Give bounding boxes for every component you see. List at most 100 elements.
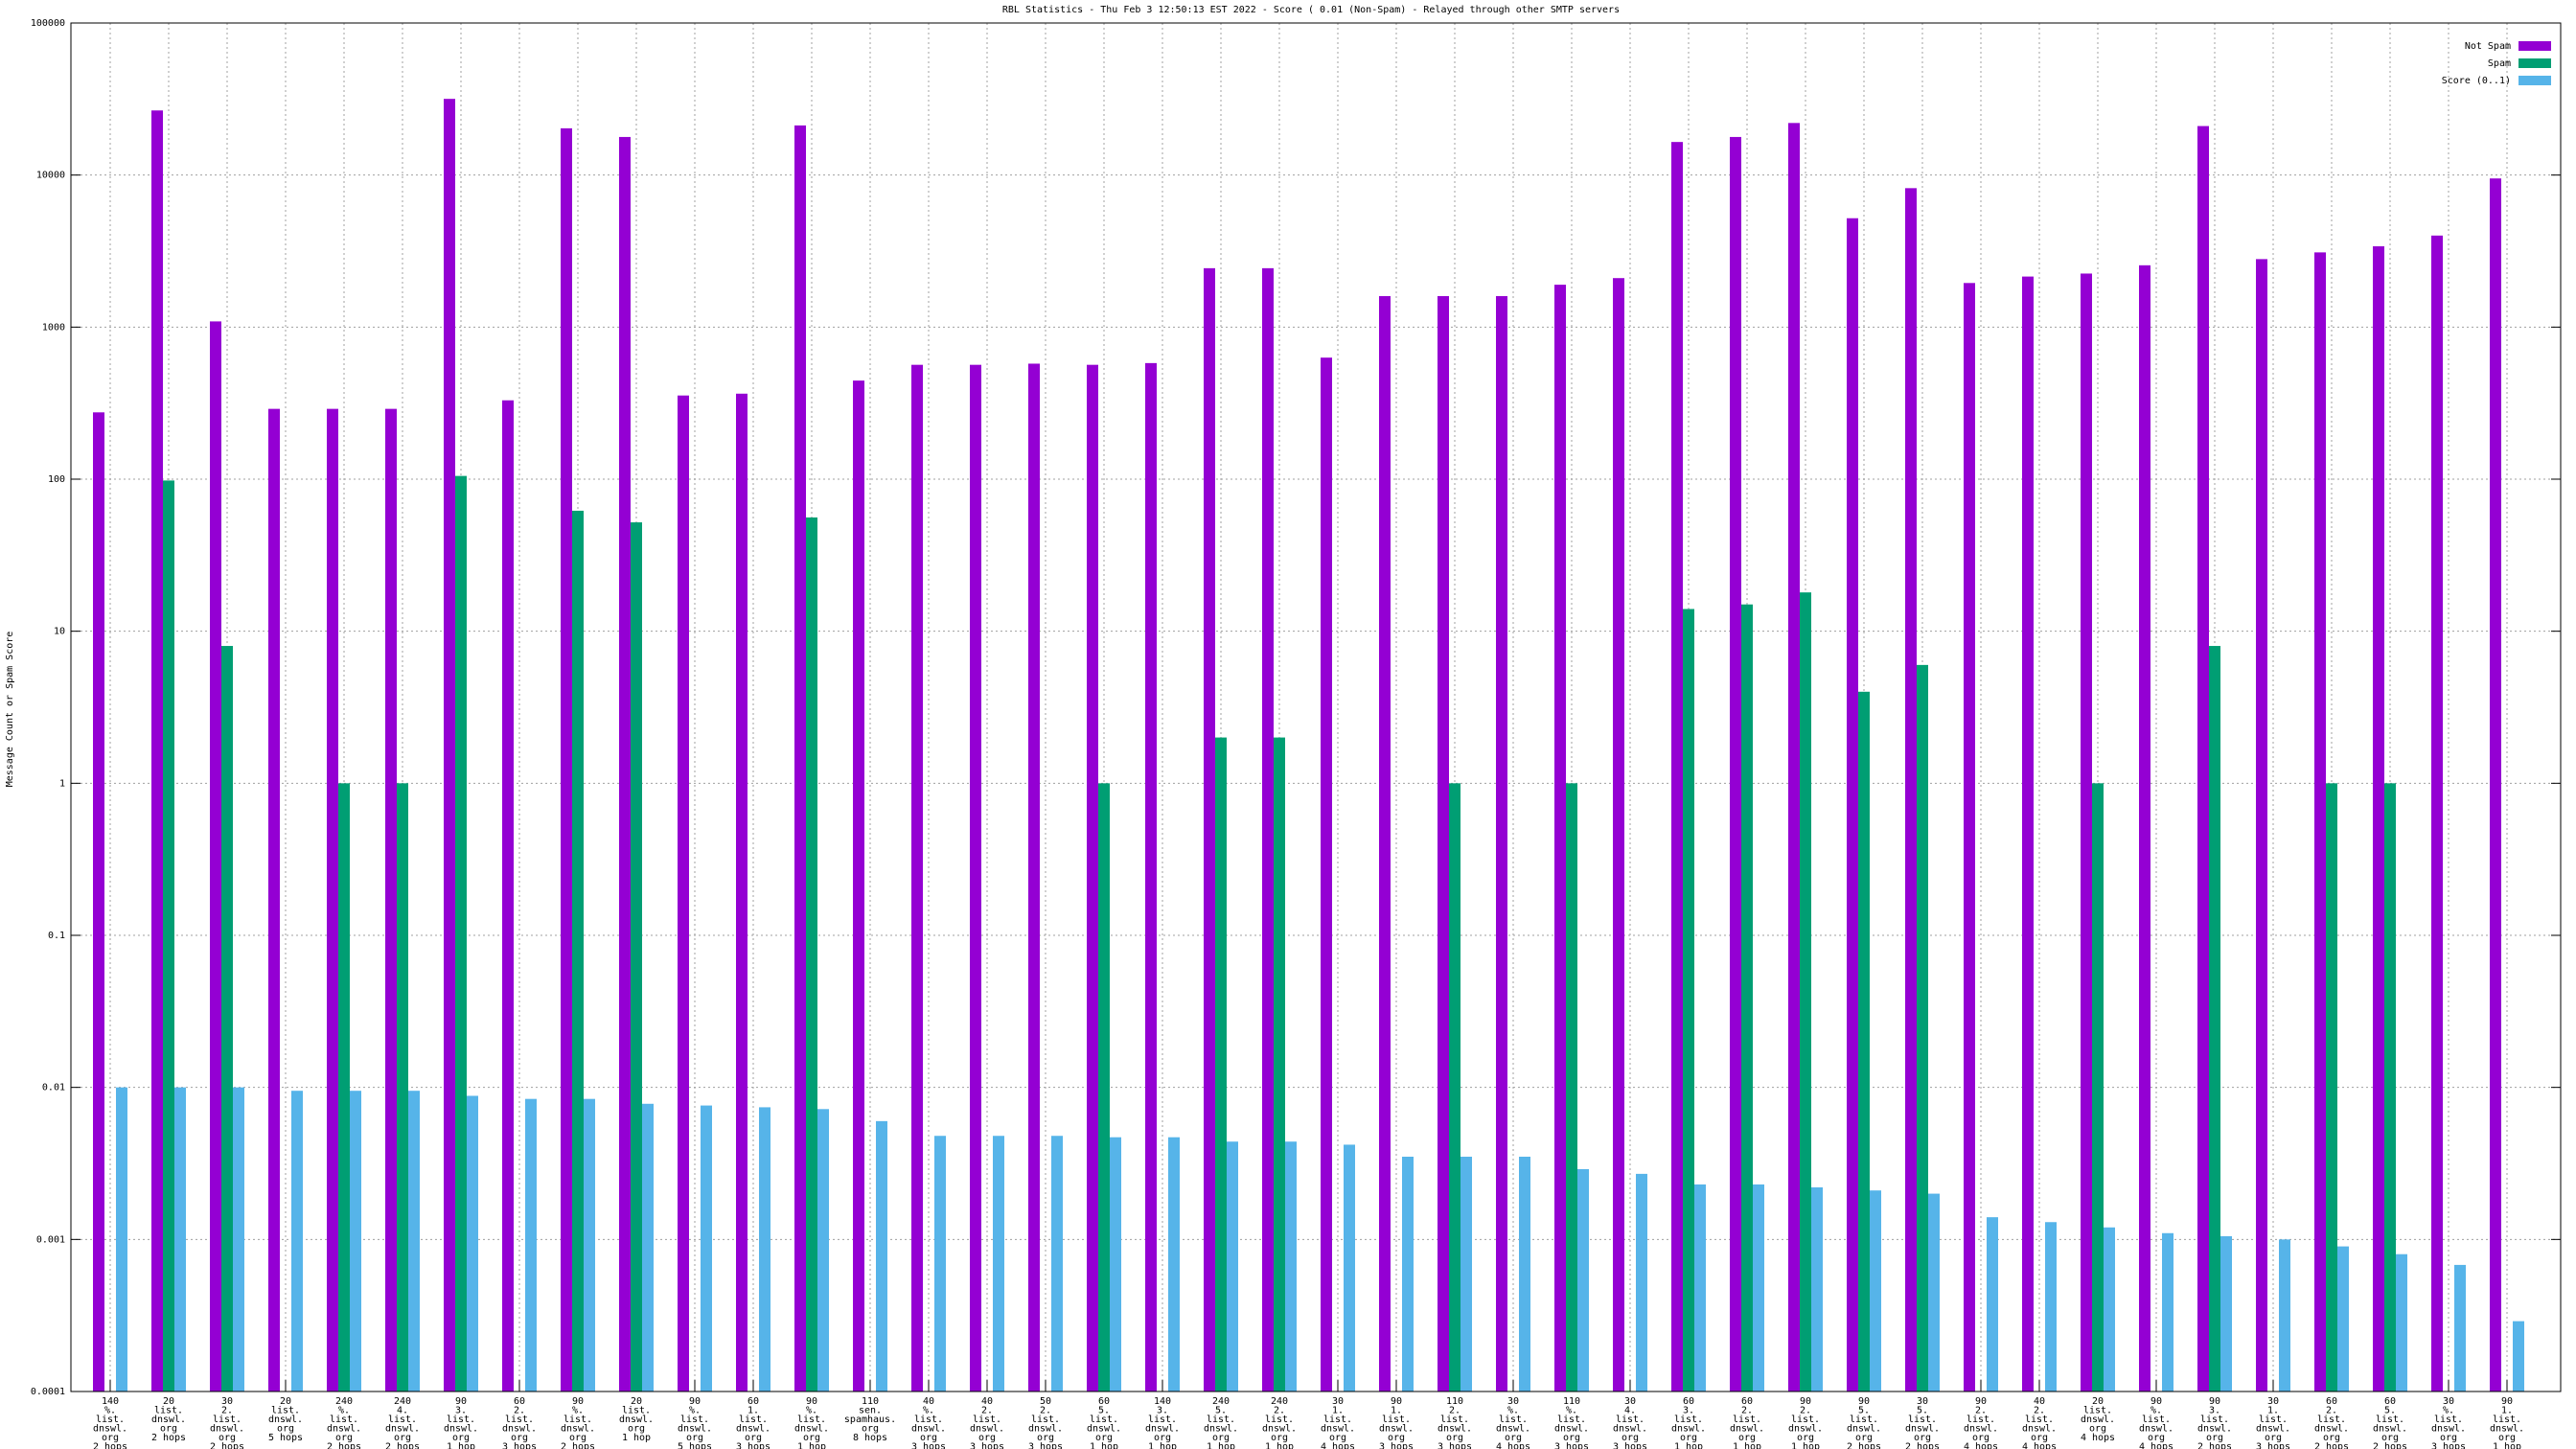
x-tick-label: org (1154, 1433, 1171, 1443)
x-tick-label: org (1271, 1433, 1288, 1443)
x-tick-label: 1 hop (622, 1433, 651, 1443)
x-tick-label: org (1446, 1433, 1463, 1443)
x-tick-label: org (160, 1424, 177, 1435)
bar (1636, 1173, 1647, 1392)
bar (2256, 259, 2267, 1392)
bar (1577, 1168, 1589, 1392)
x-tick-label: dnswl. (1613, 1424, 1647, 1435)
x-tick-label: dnswl. (210, 1424, 244, 1435)
x-tick-label: 5. (2384, 1406, 2396, 1416)
x-tick-label: dnswl. (268, 1414, 303, 1425)
x-tick-label: list. (797, 1414, 826, 1425)
legend-swatch (2518, 58, 2551, 68)
bar (2490, 178, 2501, 1392)
x-tick-label: list. (1090, 1414, 1118, 1425)
x-tick-label: 20 (631, 1396, 642, 1407)
x-tick-label: org (218, 1433, 236, 1443)
x-tick-label: dnswl. (151, 1414, 186, 1425)
x-tick-label: 1 hop (447, 1442, 475, 1449)
x-tick-label: list. (914, 1414, 943, 1425)
x-tick-label: 3 hops (2256, 1442, 2290, 1449)
x-tick-label: list. (2259, 1414, 2288, 1425)
x-tick-label: 90 (455, 1396, 467, 1407)
x-tick-label: %. (1507, 1406, 1519, 1416)
x-tick-label: 3 hops (1613, 1442, 1647, 1449)
x-tick-label: 20 (163, 1396, 174, 1407)
x-tick-label: list. (1382, 1414, 1411, 1425)
bar (1519, 1157, 1530, 1392)
bar (268, 408, 280, 1392)
x-tick-label: list. (447, 1414, 475, 1425)
x-tick-label: 110 (862, 1396, 879, 1407)
x-tick-label: list. (154, 1406, 183, 1416)
x-tick-label: %. (572, 1406, 584, 1416)
x-tick-label: 90 (572, 1396, 584, 1407)
x-tick-label: dnswl. (444, 1424, 478, 1435)
bar (1321, 357, 1332, 1392)
y-tick-label: 10 (54, 627, 65, 637)
x-tick-label: 50 (1040, 1396, 1051, 1407)
x-tick-label: org (452, 1433, 470, 1443)
bar (2396, 1254, 2407, 1392)
x-tick-label: list. (1265, 1414, 1294, 1425)
y-tick-label: 0.1 (48, 931, 65, 941)
x-tick-label: 1 hop (1207, 1442, 1235, 1449)
bar (2337, 1246, 2349, 1392)
bar (1554, 285, 1566, 1392)
x-tick-label: dnswl. (1321, 1424, 1355, 1435)
bar (2454, 1264, 2466, 1392)
x-tick-label: list. (564, 1414, 592, 1425)
x-tick-label: dnswl. (2373, 1424, 2407, 1435)
x-tick-label: 2. (1741, 1406, 1753, 1416)
x-tick-label: 40 (2034, 1396, 2045, 1407)
bar (2162, 1232, 2174, 1392)
bar (1870, 1190, 1881, 1392)
x-tick-label: 40 (923, 1396, 934, 1407)
x-tick-label: dnswl. (2197, 1424, 2232, 1435)
bar (1110, 1137, 1121, 1392)
x-tick-label: 240 (1212, 1396, 1230, 1407)
bar (759, 1107, 770, 1392)
x-tick-label: 90 (1858, 1396, 1870, 1407)
x-tick-label: org (978, 1433, 996, 1443)
bar (2104, 1227, 2115, 1392)
x-tick-label: 1. (2267, 1406, 2279, 1416)
legend-label: Spam (2488, 58, 2511, 69)
bar (1438, 295, 1449, 1392)
x-tick-label: dnswl. (1087, 1424, 1121, 1435)
x-tick-label: list. (2376, 1414, 2404, 1425)
x-tick-label: org (1972, 1433, 1990, 1443)
x-tick-label: 4 hops (1496, 1442, 1530, 1449)
x-tick-label: org (2206, 1433, 2223, 1443)
x-tick-label: dnswl. (385, 1424, 420, 1435)
x-tick-label: 3 hops (1379, 1442, 1414, 1449)
x-tick-label: dnswl. (1847, 1424, 1881, 1435)
x-tick-label: org (1680, 1433, 1697, 1443)
x-tick-label: 2 hops (561, 1442, 595, 1449)
bar (327, 408, 338, 1392)
bar (1215, 737, 1227, 1392)
x-tick-label: 3 hops (970, 1442, 1004, 1449)
x-tick-label: dnswl. (1788, 1424, 1823, 1435)
x-tick-label: 1. (748, 1406, 759, 1416)
x-tick-label: dnswl. (1438, 1424, 1472, 1435)
x-tick-label: list. (1908, 1414, 1937, 1425)
x-tick-label: org (803, 1433, 820, 1443)
x-tick-label: org (745, 1433, 762, 1443)
bar (174, 1087, 186, 1392)
bar (794, 125, 806, 1392)
x-tick-label: 60 (1741, 1396, 1753, 1407)
bar (163, 480, 174, 1392)
x-tick-label: 1 hop (1090, 1442, 1118, 1449)
x-tick-label: 240 (335, 1396, 353, 1407)
x-tick-label: org (2440, 1433, 2457, 1443)
y-tick-label: 100000 (31, 18, 65, 29)
x-tick-label: 2. (2326, 1406, 2337, 1416)
x-tick-label: org (1388, 1433, 1405, 1443)
x-tick-label: 30 (1332, 1396, 1344, 1407)
x-tick-label: 30 (1917, 1396, 1928, 1407)
x-tick-label: list. (680, 1414, 709, 1425)
x-tick-label: 3 hops (1554, 1442, 1589, 1449)
bar (642, 1103, 654, 1392)
x-tick-label: 4 hops (1964, 1442, 1998, 1449)
